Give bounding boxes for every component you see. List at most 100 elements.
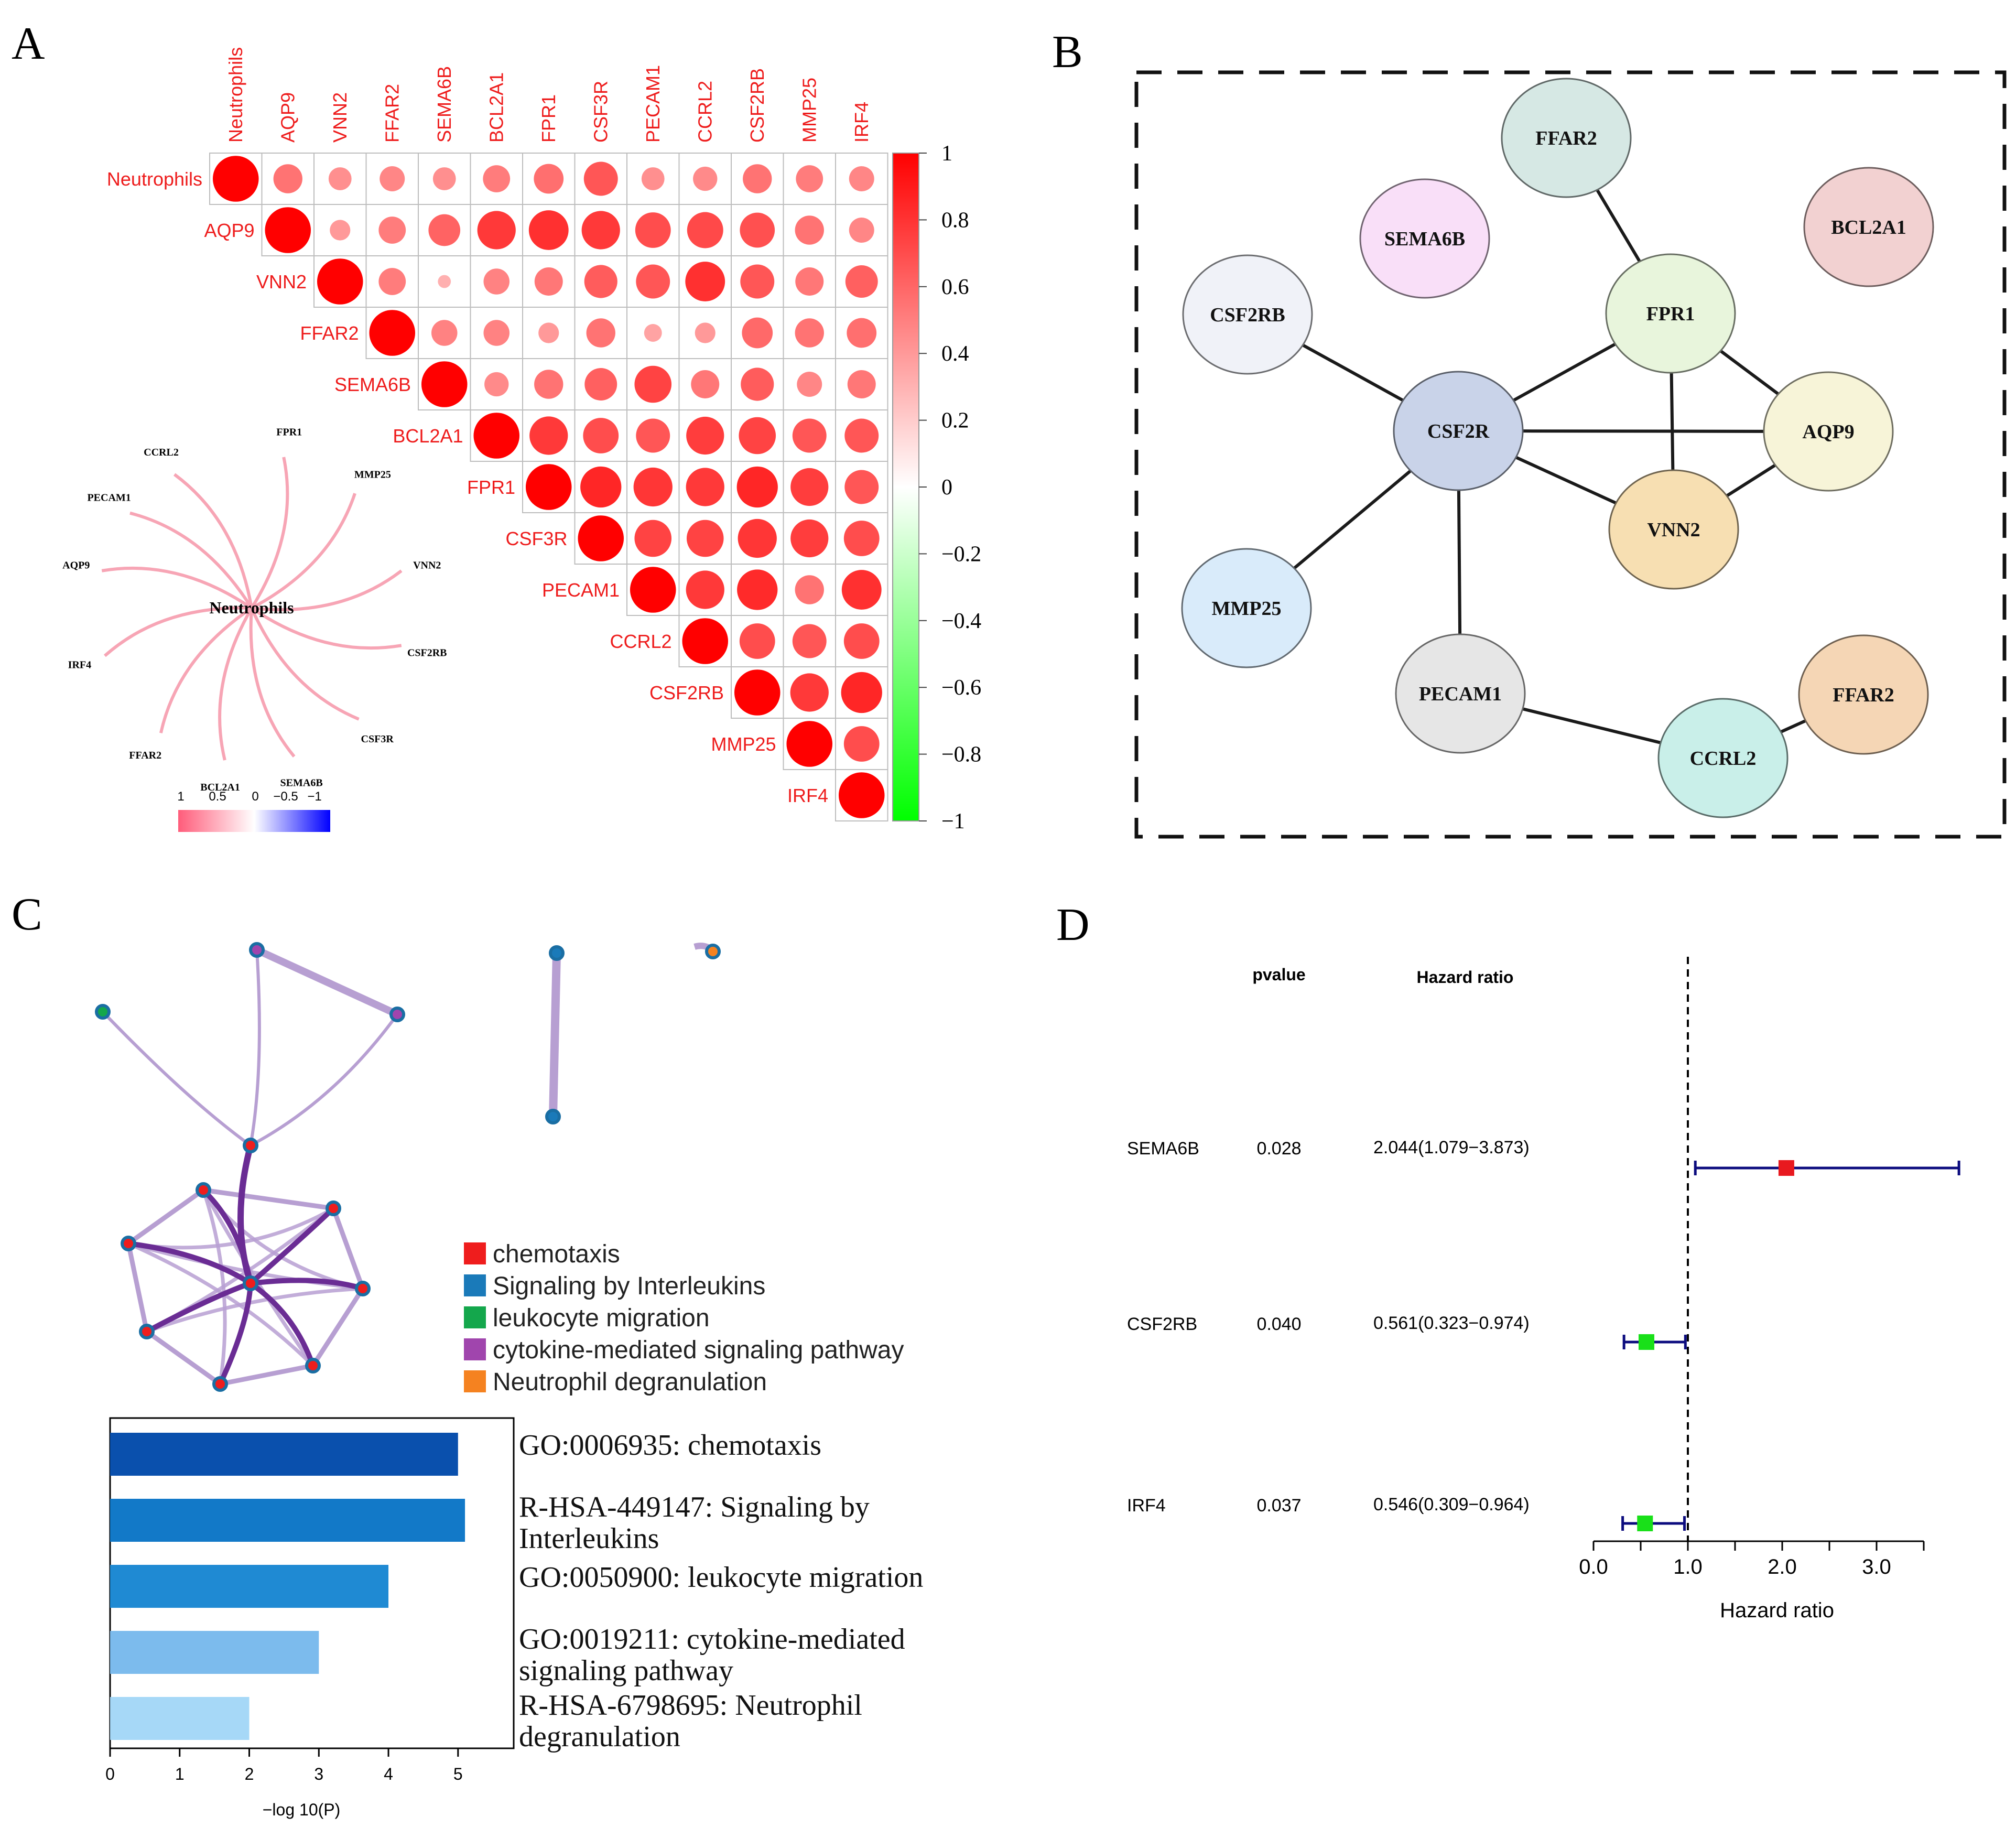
forest-x-tick-label: 2.0 (1768, 1555, 1797, 1578)
inset-edge-mmp25 (251, 493, 356, 610)
row-label-irf4: IRF4 (787, 785, 828, 806)
node-label-bcl2a1: BCL2A1 (1831, 217, 1906, 239)
corr-circle-bcl2a1-irf4 (844, 418, 879, 453)
bar-category-label: degranulation (519, 1721, 680, 1753)
corr-circle-pecam1-pecam1 (630, 567, 676, 613)
node-vnn2 (1608, 469, 1739, 590)
grid-cell (470, 307, 523, 359)
node-label-ffar2: FFAR2 (1535, 127, 1597, 149)
hr-point-sema6b (1778, 1160, 1794, 1176)
inset-label-ccrl2: CCRL2 (144, 447, 179, 458)
legend-label-neutrophil-degranulation: Neutrophil degranulation (493, 1368, 767, 1396)
inset-edge-bcl2a1 (218, 607, 253, 761)
inset-tick-label: 1 (177, 789, 184, 804)
edge-ffar2-fpr1 (1596, 189, 1641, 263)
corr-circle-bcl2a1-mmp25 (792, 418, 827, 453)
corr-circle-mmp25-irf4 (843, 726, 880, 762)
dashed-frame (1134, 70, 2007, 839)
bar-x-tick-label: 0 (105, 1765, 115, 1783)
inset-label-mmp25: MMP25 (354, 469, 391, 481)
node-sema6b (1359, 178, 1490, 299)
colorbar-tick-label: 0.6 (941, 275, 969, 299)
inset-radial-network: CCRL2 FPR1 MMP25 VNN2 CSF2RB CSF3R SEMA6B BCL2A… (62, 427, 447, 793)
corr-circle-ffar2-csf3r (586, 318, 615, 348)
legend-swatch-chemotaxis (464, 1242, 486, 1264)
corr-circle-aqp9-fpr1 (528, 210, 569, 250)
net-edge (203, 1187, 334, 1211)
node-label-vnn2: VNN2 (1647, 519, 1700, 541)
enrichment-bar-chart: GO:0006935: chemotaxis R-HSA-449147: Sign… (105, 1417, 923, 1783)
inset-label-bcl2a1: BCL2A1 (200, 782, 240, 793)
corr-circle-csf3r-irf4 (843, 521, 880, 556)
row-hr-text-irf4: 0.546(0.309−0.964) (1373, 1495, 1530, 1515)
hr-point-irf4 (1637, 1516, 1653, 1531)
row-pvalue-irf4: 0.037 (1256, 1496, 1301, 1516)
col-label-irf4: IRF4 (851, 102, 872, 143)
inset-edge-pecam1 (129, 511, 253, 609)
corr-circle-vnn2-csf2rb (740, 264, 775, 299)
forest-x-tick-label: 3.0 (1862, 1555, 1891, 1578)
bar-category-label: signaling pathway (519, 1654, 733, 1687)
enrichment-legend: chemotaxis Signaling by Interleukins leuko… (464, 1240, 904, 1396)
legend-swatch-signaling-by-interleukins (464, 1274, 486, 1296)
corr-circle-ffar2-bcl2a1 (483, 320, 510, 346)
row-label-fpr1: FPR1 (467, 477, 515, 498)
corr-circle-pecam1-irf4 (841, 570, 882, 610)
legend-swatch-neutrophil-degranulation (464, 1370, 486, 1392)
bar-x-tick-label: 2 (245, 1765, 254, 1783)
net-edge (249, 949, 261, 1146)
corr-circle-pecam1-ccrl2 (686, 570, 724, 609)
node-csf2r (1393, 371, 1524, 491)
row-label-csf2rb: CSF2RB (649, 682, 724, 704)
bar-category-label: Interleukins (519, 1522, 659, 1555)
corr-circle-mmp25-mmp25 (786, 721, 833, 767)
corr-circle-vnn2-ffar2 (378, 268, 406, 295)
panel-label-d: D (1056, 900, 1090, 950)
corr-circle-neutrophils-ffar2 (380, 166, 405, 191)
net-node (305, 1358, 321, 1373)
inset-tick-label: −1 (307, 789, 321, 804)
col-label-ffar2: FFAR2 (381, 84, 403, 143)
forest-x-tick-label: 0.0 (1579, 1555, 1608, 1578)
row-gene-irf4: IRF4 (1127, 1496, 1166, 1516)
corr-circle-neutrophils-pecam1 (641, 167, 665, 190)
col-label-fpr1: FPR1 (538, 94, 559, 143)
inset-tick-label: 0 (252, 789, 258, 804)
col-label-pecam1: PECAM1 (642, 65, 664, 143)
corr-circle-fpr1-ccrl2 (686, 468, 724, 506)
row-label-neutrophils: Neutrophils (107, 168, 202, 190)
net-node (249, 942, 265, 958)
row-gene-sema6b: SEMA6B (1127, 1139, 1199, 1159)
corr-circle-aqp9-ccrl2 (687, 212, 723, 248)
corr-circle-aqp9-csf2rb (740, 212, 775, 248)
corr-circle-aqp9-aqp9 (265, 207, 311, 253)
row-pvalue-sema6b: 0.028 (1256, 1139, 1301, 1159)
inset-tick-label: −0.5 (273, 789, 298, 804)
colorbar-tick-label: 0.2 (941, 409, 969, 433)
corr-circle-vnn2-sema6b (438, 275, 451, 288)
bar-x-tick-label: 4 (384, 1765, 393, 1783)
net-node (243, 1275, 258, 1291)
corr-circle-aqp9-bcl2a1 (477, 211, 516, 250)
corr-circle-sema6b-csf2rb (741, 367, 774, 401)
panel-label-c: C (12, 889, 42, 940)
edge-csf2rb-csf2r (1302, 343, 1404, 402)
corr-circle-csf3r-ccrl2 (686, 520, 724, 557)
bar-2 (110, 1499, 465, 1542)
net-edge (311, 1287, 365, 1367)
colorbar-tick-label: −0.6 (941, 676, 981, 700)
col-label-csf2rb: CSF2RB (746, 68, 768, 143)
inset-colorbar-ticks: 1 0.5 0 −0.5 −1 (177, 789, 321, 804)
colorbar (892, 153, 919, 821)
corr-circle-vnn2-ccrl2 (685, 262, 725, 301)
bar-category-label: R-HSA-449147: Signaling by (519, 1491, 870, 1523)
edge-csf2r-fpr1 (1512, 342, 1617, 402)
corr-circle-aqp9-ffar2 (378, 217, 406, 244)
inset-edge-ccrl2 (173, 473, 253, 609)
edge-fpr1-vnn2 (1670, 372, 1675, 471)
corr-circle-fpr1-pecam1 (633, 467, 673, 507)
net-edge (127, 1241, 315, 1367)
corr-circle-aqp9-vnn2 (330, 220, 351, 241)
corr-circle-csf3r-mmp25 (790, 519, 829, 558)
